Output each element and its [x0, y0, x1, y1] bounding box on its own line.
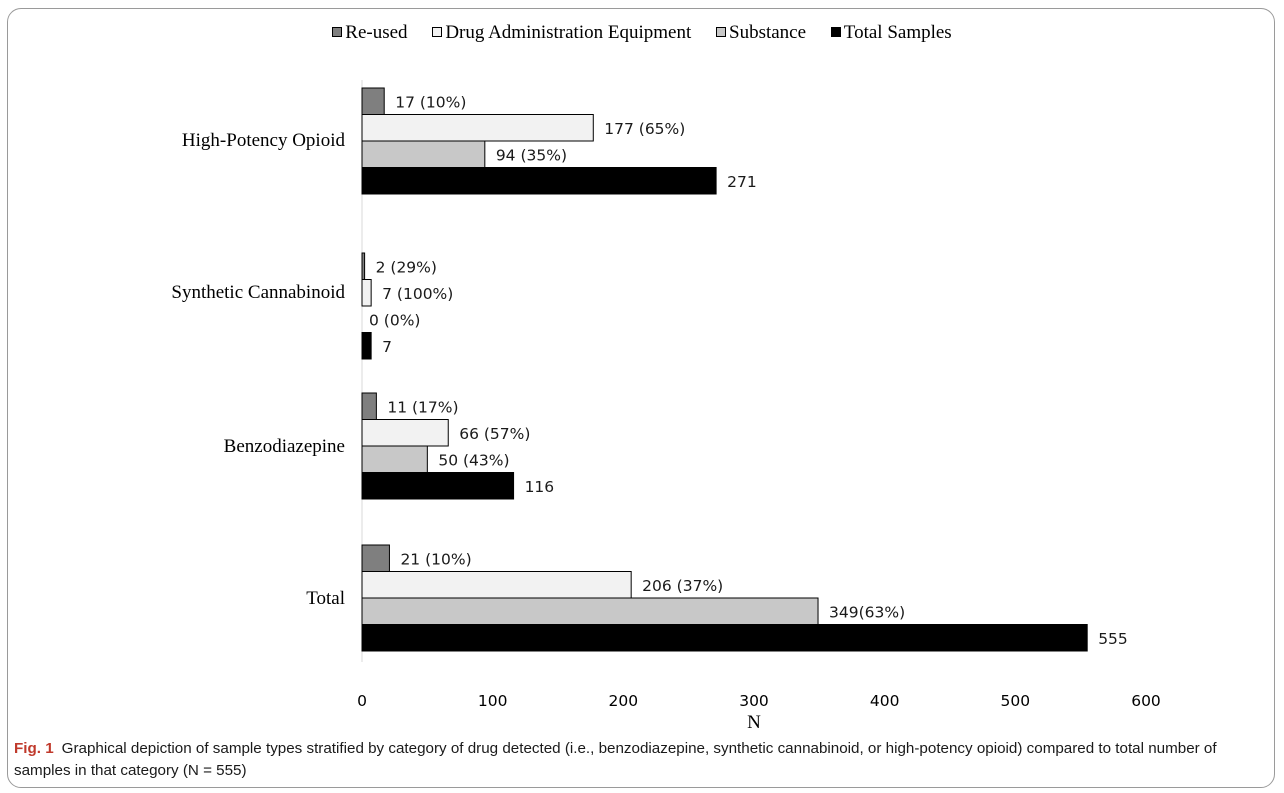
x-tick-label: 500: [1001, 692, 1031, 710]
data-label: 17 (10%): [395, 93, 466, 111]
bar: [361, 597, 819, 625]
bar: [361, 332, 372, 360]
x-tick-label: 200: [609, 692, 639, 710]
data-label: 21 (10%): [400, 550, 471, 568]
data-label: 0 (0%): [369, 311, 420, 329]
data-label: 7 (100%): [382, 285, 453, 303]
bar: [361, 279, 372, 307]
x-tick-label: 0: [357, 692, 367, 710]
data-label: 206 (37%): [642, 577, 723, 595]
legend-swatch-re-used: [332, 27, 343, 37]
category-labels: High-Potency Opioid Synthetic Cannabinoid…: [171, 130, 345, 609]
data-label: 2 (29%): [376, 258, 437, 276]
category-label: Total: [306, 588, 345, 609]
bar: [361, 624, 1088, 652]
x-tick-label: 400: [870, 692, 900, 710]
x-tick-label: 100: [478, 692, 508, 710]
data-label: 177 (65%): [604, 120, 685, 138]
data-label: 349(63%): [829, 603, 905, 621]
data-label: 555: [1098, 630, 1128, 648]
bar: [361, 252, 366, 280]
legend-label-re-used: Re-used: [345, 22, 408, 43]
chart-legend: Re-used Drug Administration Equipment Su…: [0, 22, 1284, 44]
x-tick-label: 600: [1131, 692, 1161, 710]
bar: [361, 445, 428, 473]
category-label: Synthetic Cannabinoid: [171, 282, 345, 303]
x-tick-label: 300: [739, 692, 769, 710]
data-label: 11 (17%): [387, 398, 458, 416]
bar: [361, 87, 385, 115]
bar: [361, 419, 449, 447]
data-label: 271: [727, 173, 757, 191]
legend-swatch-substance: [716, 27, 726, 37]
legend-item-re-used: Re-used: [332, 22, 408, 44]
bar: [361, 392, 377, 420]
bar: [361, 140, 486, 168]
x-tick-labels: 0 100 200 300 400 500 600: [357, 692, 1161, 710]
data-label: 94 (35%): [496, 146, 567, 164]
legend-label-equipment: Drug Administration Equipment: [445, 22, 692, 43]
bar: [361, 571, 632, 599]
legend-swatch-equipment: [432, 27, 443, 37]
chart-bars: 17 (10%) 177 (65%) 94 (35%) 271 2 (29%) 7 (10…: [361, 80, 1128, 662]
data-label: 50 (43%): [438, 451, 509, 469]
data-label: 116: [525, 478, 555, 496]
x-axis-label: N: [747, 712, 761, 733]
bar: [361, 544, 390, 572]
legend-label-substance: Substance: [729, 22, 807, 43]
category-label: High-Potency Opioid: [182, 130, 346, 151]
figure-caption: Fig. 1 Graphical depiction of sample type…: [14, 738, 1264, 782]
bar: [361, 472, 515, 500]
figure-frame: [7, 8, 1275, 788]
bar: [361, 114, 594, 142]
data-label: 66 (57%): [459, 425, 530, 443]
bar: [361, 167, 717, 195]
legend-swatch-total-samples: [830, 27, 841, 37]
legend-item-substance: Substance: [716, 22, 806, 44]
legend-label-total-samples: Total Samples: [843, 22, 952, 43]
legend-item-equipment: Drug Administration Equipment: [432, 22, 691, 44]
caption-text: Graphical depiction of sample types stra…: [14, 740, 1217, 779]
data-label: 7: [382, 338, 392, 356]
caption-label: Fig. 1: [14, 740, 54, 757]
category-label: Benzodiazepine: [224, 436, 345, 457]
legend-item-total-samples: Total Samples: [830, 22, 952, 44]
